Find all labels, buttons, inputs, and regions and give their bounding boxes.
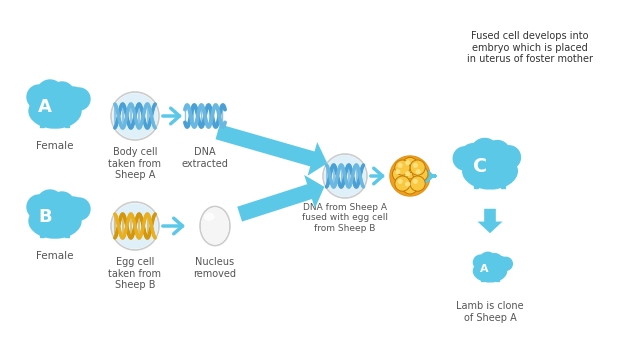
Circle shape (410, 176, 425, 191)
Circle shape (484, 140, 510, 166)
Circle shape (480, 252, 496, 268)
Circle shape (391, 157, 429, 195)
Bar (483, 173, 487, 188)
Ellipse shape (29, 94, 81, 128)
Bar (48, 223, 52, 237)
Bar (500, 173, 505, 188)
Ellipse shape (202, 208, 228, 244)
Text: C: C (472, 157, 486, 176)
Circle shape (471, 138, 499, 166)
Circle shape (396, 170, 399, 174)
Ellipse shape (474, 260, 507, 282)
Text: Lamb is clone
of Sheep A: Lamb is clone of Sheep A (456, 301, 524, 323)
Bar (481, 272, 484, 281)
Circle shape (488, 254, 502, 268)
Circle shape (406, 161, 410, 165)
Text: Fused cell develops into
embryo which is placed
in uterus of foster mother: Fused cell develops into embryo which is… (467, 31, 593, 64)
Bar (492, 272, 494, 281)
Circle shape (62, 87, 84, 109)
Bar (57, 113, 61, 127)
Circle shape (68, 198, 90, 220)
Text: DNA
extracted: DNA extracted (182, 147, 228, 168)
Text: Nucleus
removed: Nucleus removed (193, 257, 237, 279)
Circle shape (395, 160, 410, 175)
Circle shape (398, 179, 402, 183)
Circle shape (323, 154, 367, 198)
Circle shape (406, 182, 410, 186)
Circle shape (461, 144, 486, 169)
Circle shape (403, 179, 418, 194)
Circle shape (398, 164, 402, 167)
Circle shape (474, 255, 488, 270)
Circle shape (392, 166, 408, 181)
Text: B: B (38, 208, 52, 226)
Circle shape (416, 170, 420, 174)
Text: A: A (480, 264, 488, 274)
Text: DNA from Sheep A
fused with egg cell
from Sheep B: DNA from Sheep A fused with egg cell fro… (302, 203, 388, 233)
Bar (65, 223, 69, 237)
Bar (57, 223, 61, 237)
Bar (492, 173, 496, 188)
Circle shape (413, 166, 428, 181)
Circle shape (50, 192, 74, 216)
Ellipse shape (205, 213, 214, 220)
Circle shape (499, 257, 512, 270)
Circle shape (27, 195, 51, 219)
Circle shape (497, 146, 520, 169)
Circle shape (62, 197, 84, 219)
Circle shape (494, 257, 508, 270)
Circle shape (403, 168, 418, 184)
Circle shape (406, 172, 410, 176)
Circle shape (111, 92, 159, 140)
Bar (486, 272, 489, 281)
Circle shape (113, 94, 157, 138)
Text: Female: Female (36, 141, 74, 151)
Ellipse shape (463, 153, 517, 189)
Bar (497, 272, 499, 281)
Circle shape (113, 204, 157, 248)
Circle shape (395, 176, 410, 191)
Circle shape (37, 80, 63, 106)
Bar (40, 223, 44, 237)
Circle shape (27, 85, 51, 109)
Circle shape (413, 179, 417, 183)
Circle shape (111, 202, 159, 250)
Circle shape (403, 157, 418, 173)
Bar (48, 113, 52, 127)
Circle shape (37, 190, 63, 216)
Text: Body cell
taken from
Sheep A: Body cell taken from Sheep A (109, 147, 161, 180)
Circle shape (413, 164, 417, 167)
Circle shape (50, 82, 74, 106)
Text: A: A (38, 98, 52, 116)
Bar (474, 173, 479, 188)
Circle shape (453, 147, 476, 170)
Bar (65, 113, 69, 127)
Circle shape (324, 156, 365, 196)
Ellipse shape (200, 206, 230, 246)
Circle shape (390, 156, 430, 196)
Ellipse shape (29, 204, 81, 238)
Text: Female: Female (36, 251, 74, 261)
Circle shape (410, 160, 425, 175)
Bar (40, 113, 44, 127)
Circle shape (68, 88, 90, 110)
Text: Egg cell
taken from
Sheep B: Egg cell taken from Sheep B (109, 257, 161, 290)
